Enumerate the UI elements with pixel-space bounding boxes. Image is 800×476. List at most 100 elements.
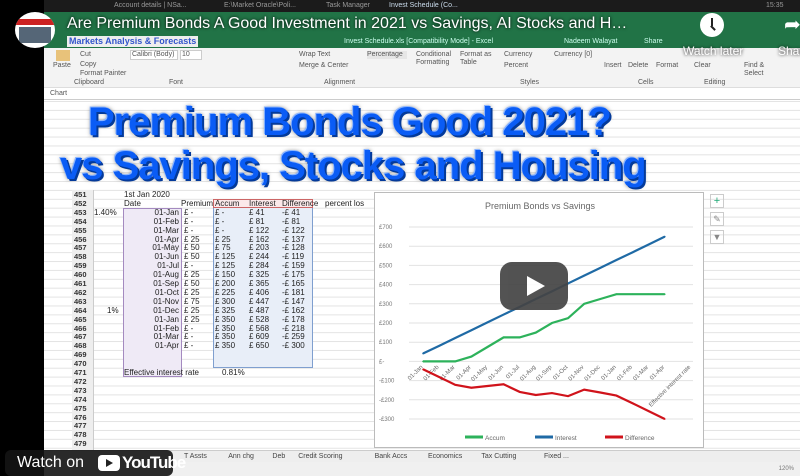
difference-cell[interactable]: -£ 159 — [282, 261, 305, 271]
accum-cell[interactable]: £ 300 — [215, 296, 236, 306]
row-number[interactable]: 479 — [74, 439, 87, 449]
merge-center-button[interactable]: Merge & Center — [299, 62, 349, 69]
row-number[interactable]: 455 — [74, 225, 87, 235]
taskbar-item[interactable]: E:\Market Oracle\Poli... — [224, 2, 296, 9]
accum-cell[interactable]: £ - — [215, 225, 225, 235]
row-number[interactable]: 472 — [74, 376, 87, 386]
row-number[interactable]: 478 — [74, 430, 87, 440]
row-number[interactable]: 463 — [74, 296, 87, 306]
effective-rate-label[interactable]: Effective interest rate — [124, 368, 199, 377]
row-number[interactable]: 453 — [74, 207, 87, 217]
style-currency0[interactable]: Currency [0] — [554, 51, 593, 58]
column-header[interactable]: percent los — [325, 198, 365, 208]
interest-cell[interactable]: £ 203 — [249, 243, 270, 253]
column-header[interactable]: Interest — [249, 198, 276, 208]
sheet-tab[interactable]: Fixed ... — [544, 453, 569, 460]
date-cell[interactable]: 01-Feb — [153, 323, 179, 333]
row-number[interactable]: 452 — [74, 198, 87, 208]
interest-cell[interactable]: £ 406 — [249, 287, 270, 297]
row-number[interactable]: 467 — [74, 332, 87, 342]
premium-cell[interactable]: £ 50 — [184, 279, 200, 288]
interest-cell[interactable]: £ 284 — [249, 261, 270, 271]
insert-button[interactable]: Insert — [604, 62, 622, 69]
date-cell[interactable]: 01-Apr — [154, 234, 179, 244]
format-painter-button[interactable]: Format Painter — [80, 70, 127, 77]
accum-cell[interactable]: £ 75 — [215, 243, 231, 253]
watch-later-button[interactable]: Watch later — [683, 44, 744, 58]
sheet-heading[interactable]: 1st Jan 2020 — [124, 190, 170, 199]
premium-cell[interactable]: £ 75 — [184, 296, 200, 306]
row-number[interactable]: 457 — [74, 243, 87, 253]
premium-cell[interactable]: £ - — [184, 332, 194, 342]
taskbar-item[interactable]: Invest Schedule (Co... — [389, 2, 458, 9]
difference-cell[interactable]: -£ 41 — [282, 207, 301, 217]
number-format-select[interactable]: Percentage — [367, 51, 407, 59]
interest-cell[interactable]: £ 365 — [249, 279, 270, 288]
date-cell[interactable]: 01-Jul — [157, 261, 179, 271]
sheet-tab[interactable]: T Assts — [184, 453, 207, 460]
accum-cell[interactable]: £ 225 — [215, 287, 236, 297]
accum-cell[interactable]: £ 325 — [215, 305, 236, 315]
share-button[interactable]: Share — [778, 44, 800, 58]
style-currency[interactable]: Currency — [504, 51, 533, 58]
row-number[interactable]: 464 — [74, 305, 87, 315]
difference-cell[interactable]: -£ 165 — [282, 279, 305, 288]
interest-cell[interactable]: £ 568 — [249, 323, 270, 333]
row-number[interactable]: 468 — [74, 341, 87, 351]
taskbar-item[interactable]: Task Manager — [326, 2, 370, 9]
interest-cell[interactable]: £ 528 — [249, 314, 270, 324]
accum-cell[interactable]: £ 350 — [215, 341, 236, 351]
difference-cell[interactable]: -£ 128 — [282, 243, 305, 253]
date-cell[interactable]: 01-Mar — [153, 332, 179, 342]
row-number[interactable]: 460 — [74, 270, 87, 280]
accum-cell[interactable]: £ 350 — [215, 314, 236, 324]
premium-cell[interactable]: £ - — [184, 323, 194, 333]
premium-cell[interactable]: £ - — [184, 207, 194, 217]
row-number[interactable]: 470 — [74, 359, 87, 369]
delete-button[interactable]: Delete — [628, 62, 649, 69]
premium-cell[interactable]: £ 25 — [184, 270, 200, 280]
font-select[interactable]: Calibri (Body) — [130, 50, 178, 60]
taskbar-item[interactable]: Account details | NSa... — [114, 2, 187, 9]
share-button[interactable]: Share — [644, 38, 663, 45]
interest-cell[interactable]: £ 244 — [249, 252, 270, 262]
premium-cell[interactable]: £ - — [184, 216, 194, 226]
date-cell[interactable]: 01-Jan — [154, 207, 179, 217]
premium-cell[interactable]: £ 25 — [184, 314, 200, 324]
formula-bar[interactable]: Chart — [44, 88, 800, 100]
difference-cell[interactable]: -£ 175 — [282, 270, 305, 280]
chart[interactable]: Premium Bonds vs Savings £700 £600 £500 £400… — [374, 192, 704, 448]
sheet-tab[interactable]: Credit Scoring — [298, 453, 343, 460]
difference-cell[interactable]: -£ 81 — [282, 216, 301, 226]
sheet-tab[interactable]: Bank Accs — [374, 453, 408, 460]
difference-cell[interactable]: -£ 119 — [282, 252, 305, 262]
sheet-tab[interactable]: Ann chg — [228, 453, 254, 460]
row-number[interactable]: 466 — [74, 323, 87, 333]
interest-cell[interactable]: £ 447 — [249, 296, 270, 306]
difference-cell[interactable]: -£ 147 — [282, 296, 305, 306]
accum-cell[interactable]: £ 25 — [215, 234, 231, 244]
accum-cell[interactable]: £ 125 — [215, 261, 236, 271]
chart-styles-brush-icon[interactable]: ✎ — [710, 212, 724, 226]
cut-button[interactable]: Cut — [80, 51, 91, 58]
date-cell[interactable]: 01-Sep — [153, 279, 179, 288]
copy-button[interactable]: Copy — [80, 61, 97, 68]
chart-elements-button[interactable]: + — [710, 194, 724, 208]
row-number[interactable]: 476 — [74, 412, 87, 422]
row-number[interactable]: 461 — [74, 279, 87, 288]
difference-cell[interactable]: -£ 178 — [282, 314, 305, 324]
interest-cell[interactable]: £ 650 — [249, 341, 270, 351]
date-cell[interactable]: 01-Dec — [153, 305, 179, 315]
accum-cell[interactable]: £ - — [215, 207, 225, 217]
interest-cell[interactable]: £ 609 — [249, 332, 270, 342]
accum-cell[interactable]: £ 150 — [215, 270, 236, 280]
clock-icon[interactable] — [700, 13, 724, 37]
row-number[interactable]: 456 — [74, 234, 87, 244]
rate-value[interactable]: 1.40% — [94, 207, 117, 217]
interest-cell[interactable]: £ 487 — [249, 305, 270, 315]
date-cell[interactable]: 01-Jan — [154, 314, 179, 324]
premium-cell[interactable]: £ 50 — [184, 252, 200, 262]
accum-cell[interactable]: £ 350 — [215, 332, 236, 342]
date-cell[interactable]: 01-Mar — [153, 225, 179, 235]
conditional-formatting-button[interactable]: Conditional Formatting — [416, 51, 452, 66]
